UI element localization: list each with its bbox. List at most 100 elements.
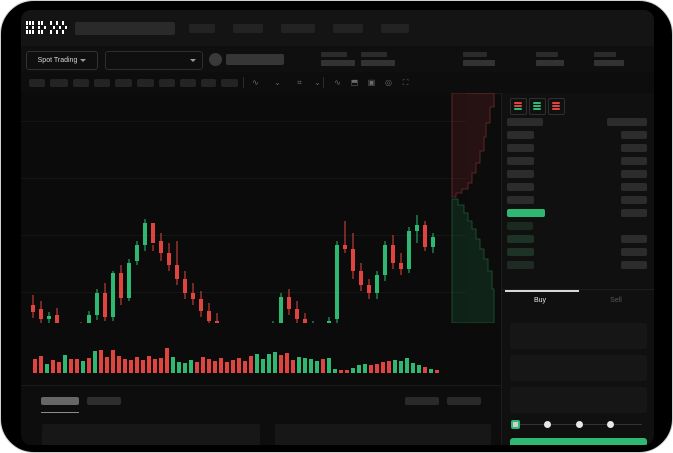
volume-bar xyxy=(32,359,38,373)
depth-chart-overlay xyxy=(446,93,501,323)
camera-icon[interactable]: ▣ xyxy=(367,78,376,87)
volume-bar xyxy=(194,362,200,373)
magnet-icon[interactable]: ⬒ xyxy=(350,78,359,87)
volume-bar xyxy=(164,348,170,373)
candle-wick xyxy=(48,312,50,329)
volume-bar xyxy=(38,356,44,373)
order-book-row[interactable] xyxy=(507,157,534,165)
header-nav-item-1[interactable] xyxy=(233,24,263,33)
candle xyxy=(262,93,268,349)
volume-bar xyxy=(170,357,176,373)
compare-icon[interactable]: ⌄ xyxy=(274,78,281,87)
orders-action-0[interactable] xyxy=(405,397,439,405)
order-book-row[interactable] xyxy=(507,144,534,152)
candle-body xyxy=(390,245,396,263)
volume-bar xyxy=(386,361,392,373)
orders-tab-0[interactable] xyxy=(41,397,79,405)
slider-stop-25[interactable] xyxy=(543,421,551,428)
market-subbar: Spot Trading xyxy=(21,46,654,73)
order-book-row[interactable] xyxy=(507,183,534,191)
volume-bar xyxy=(182,363,188,373)
candle xyxy=(46,93,52,329)
volume-bar xyxy=(206,359,212,373)
chart-tool-button-4[interactable] xyxy=(115,79,132,87)
okx-logo-icon[interactable] xyxy=(26,21,68,36)
indicator-wave-icon[interactable]: ∿ xyxy=(252,78,259,87)
order-book-row[interactable] xyxy=(507,235,534,243)
volume-bar xyxy=(308,359,314,373)
order-book-row[interactable] xyxy=(507,118,543,126)
candle xyxy=(206,93,212,327)
chart-tool-button-3[interactable] xyxy=(94,79,110,87)
candle xyxy=(62,93,68,351)
amount-percent-slider[interactable] xyxy=(511,420,646,429)
order-book-row-value xyxy=(607,118,647,126)
slider-handle[interactable] xyxy=(511,420,520,429)
candle xyxy=(110,93,116,323)
order-field-1[interactable] xyxy=(510,355,647,381)
order-book-row-value xyxy=(621,157,647,165)
chart-tool-button-9[interactable] xyxy=(221,79,238,87)
volume-bar xyxy=(146,356,152,373)
orderbook-buy-icon[interactable] xyxy=(529,98,546,115)
slider-stop-75[interactable] xyxy=(607,421,615,428)
trade-tab-buy[interactable]: Buy xyxy=(533,297,547,304)
header-nav-item-0[interactable] xyxy=(189,24,215,33)
settings-gear-icon[interactable]: ◎ xyxy=(385,78,392,87)
orders-action-1[interactable] xyxy=(447,397,481,405)
order-book-rows[interactable] xyxy=(502,118,654,288)
order-book-row[interactable] xyxy=(507,170,534,178)
candle xyxy=(398,93,404,323)
order-book-row-value xyxy=(621,261,647,269)
chart-tool-button-2[interactable] xyxy=(73,79,89,87)
stat-value xyxy=(321,60,355,66)
slider-stop-50[interactable] xyxy=(575,421,583,428)
line-chart-icon[interactable]: ∿ xyxy=(334,78,341,87)
order-book-row-value xyxy=(621,248,647,256)
chart-tool-button-5[interactable] xyxy=(137,79,154,87)
header-nav-item-3[interactable] xyxy=(333,24,363,33)
order-field-0[interactable] xyxy=(510,323,647,349)
order-book-row[interactable] xyxy=(507,196,534,204)
candle-body xyxy=(366,285,372,293)
volume-bar xyxy=(356,365,362,373)
spot-trading-dropdown[interactable]: Spot Trading xyxy=(26,51,98,70)
orders-panel xyxy=(21,385,501,445)
candle xyxy=(134,93,140,323)
candle xyxy=(54,93,60,341)
orderbook-both-icon[interactable] xyxy=(510,98,527,115)
submit-order-button[interactable] xyxy=(510,438,647,445)
order-book-row[interactable] xyxy=(507,248,534,256)
candle-body xyxy=(38,309,44,319)
trading-pair-selector[interactable] xyxy=(105,51,203,70)
stat-value xyxy=(594,60,624,66)
order-book-row[interactable] xyxy=(507,222,533,230)
trade-tab-sell[interactable]: Sell xyxy=(610,297,622,304)
orderbook-sell-icon[interactable] xyxy=(548,98,565,115)
order-book-row[interactable] xyxy=(507,261,534,269)
app-header xyxy=(21,10,654,46)
candle-body xyxy=(342,245,348,249)
order-book-row[interactable] xyxy=(507,131,534,139)
template-icon[interactable]: ⌗ xyxy=(297,77,302,87)
orders-tab-1[interactable] xyxy=(87,397,121,405)
chart-tool-button-0[interactable] xyxy=(29,79,45,87)
order-book-row-value xyxy=(621,131,647,139)
chart-tool-button-1[interactable] xyxy=(50,79,68,87)
chart-tool-button-6[interactable] xyxy=(159,79,175,87)
candle xyxy=(422,93,428,323)
volume-bar xyxy=(290,360,296,373)
search-input[interactable] xyxy=(75,22,175,35)
header-nav-item-2[interactable] xyxy=(281,24,315,33)
fullscreen-icon[interactable]: ⛶ xyxy=(402,77,409,87)
candlestick-chart[interactable] xyxy=(21,93,466,358)
chevron-down-icon[interactable]: ⌄ xyxy=(314,78,321,87)
candle xyxy=(70,93,76,358)
header-nav-item-4[interactable] xyxy=(381,24,409,33)
candle xyxy=(94,93,100,323)
order-book-row[interactable] xyxy=(507,209,545,217)
chart-tool-button-7[interactable] xyxy=(180,79,196,87)
candle-body xyxy=(46,316,52,319)
chart-tool-button-8[interactable] xyxy=(201,79,216,87)
order-field-2[interactable] xyxy=(510,387,647,413)
